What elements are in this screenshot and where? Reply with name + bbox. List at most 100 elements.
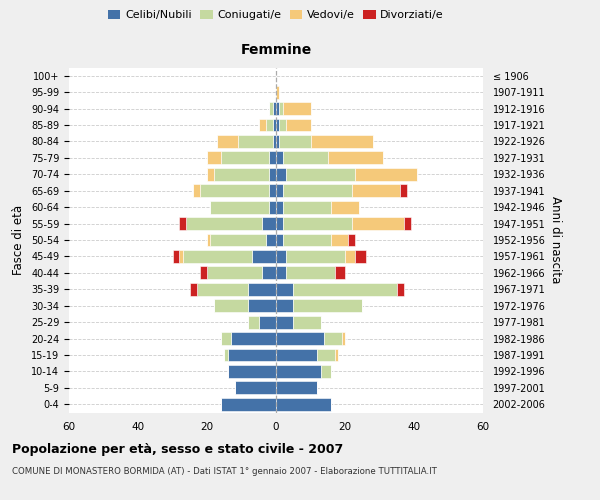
- Bar: [231, 332, 276, 345]
- Bar: [280, 135, 311, 148]
- Bar: [179, 217, 187, 230]
- Bar: [179, 250, 183, 263]
- Bar: [276, 168, 286, 180]
- Bar: [355, 250, 366, 263]
- Bar: [283, 217, 352, 230]
- Bar: [266, 118, 272, 132]
- Bar: [276, 118, 280, 132]
- Bar: [221, 152, 269, 164]
- Bar: [276, 102, 280, 115]
- Bar: [328, 152, 383, 164]
- Bar: [193, 184, 200, 197]
- Bar: [276, 300, 293, 312]
- Bar: [217, 135, 238, 148]
- Bar: [286, 168, 355, 180]
- Bar: [173, 250, 179, 263]
- Y-axis label: Fasce di età: Fasce di età: [13, 205, 25, 275]
- Bar: [272, 118, 276, 132]
- Bar: [276, 135, 280, 148]
- Bar: [352, 217, 404, 230]
- Bar: [207, 152, 221, 164]
- Bar: [352, 184, 400, 197]
- Bar: [259, 118, 266, 132]
- Legend: Celibi/Nubili, Coniugati/e, Vedovi/e, Divorziati/e: Celibi/Nubili, Coniugati/e, Vedovi/e, Di…: [104, 6, 448, 25]
- Bar: [404, 217, 410, 230]
- Bar: [259, 316, 276, 328]
- Bar: [266, 234, 276, 246]
- Bar: [283, 234, 331, 246]
- Bar: [355, 168, 418, 180]
- Bar: [187, 217, 262, 230]
- Bar: [311, 135, 373, 148]
- Bar: [283, 152, 328, 164]
- Bar: [276, 316, 293, 328]
- Bar: [276, 332, 325, 345]
- Bar: [276, 365, 321, 378]
- Bar: [272, 135, 276, 148]
- Bar: [283, 102, 311, 115]
- Bar: [276, 200, 283, 213]
- Bar: [283, 200, 331, 213]
- Bar: [317, 348, 335, 362]
- Bar: [276, 348, 317, 362]
- Bar: [280, 118, 286, 132]
- Bar: [397, 283, 404, 296]
- Bar: [214, 300, 248, 312]
- Bar: [276, 217, 283, 230]
- Text: Femmine: Femmine: [241, 43, 311, 57]
- Bar: [248, 283, 276, 296]
- Bar: [335, 266, 345, 280]
- Bar: [280, 102, 283, 115]
- Bar: [286, 266, 335, 280]
- Bar: [183, 250, 252, 263]
- Bar: [207, 168, 214, 180]
- Bar: [276, 86, 280, 98]
- Bar: [235, 382, 276, 394]
- Bar: [269, 200, 276, 213]
- Bar: [221, 398, 276, 410]
- Bar: [341, 332, 345, 345]
- Bar: [349, 234, 355, 246]
- Bar: [269, 168, 276, 180]
- Bar: [276, 382, 317, 394]
- Bar: [200, 266, 207, 280]
- Bar: [214, 168, 269, 180]
- Bar: [248, 316, 259, 328]
- Bar: [269, 102, 272, 115]
- Bar: [335, 348, 338, 362]
- Bar: [211, 200, 269, 213]
- Bar: [224, 348, 228, 362]
- Bar: [248, 300, 276, 312]
- Bar: [293, 316, 321, 328]
- Bar: [207, 234, 211, 246]
- Bar: [331, 200, 359, 213]
- Bar: [269, 184, 276, 197]
- Bar: [221, 332, 231, 345]
- Bar: [207, 266, 262, 280]
- Bar: [272, 102, 276, 115]
- Bar: [190, 283, 197, 296]
- Bar: [276, 398, 331, 410]
- Bar: [276, 283, 293, 296]
- Bar: [197, 283, 248, 296]
- Bar: [262, 266, 276, 280]
- Text: COMUNE DI MONASTERO BORMIDA (AT) - Dati ISTAT 1° gennaio 2007 - Elaborazione TUT: COMUNE DI MONASTERO BORMIDA (AT) - Dati …: [12, 468, 437, 476]
- Bar: [286, 250, 345, 263]
- Bar: [286, 118, 311, 132]
- Bar: [276, 152, 283, 164]
- Bar: [400, 184, 407, 197]
- Bar: [345, 250, 355, 263]
- Bar: [293, 300, 362, 312]
- Bar: [325, 332, 341, 345]
- Bar: [262, 217, 276, 230]
- Bar: [283, 184, 352, 197]
- Bar: [200, 184, 269, 197]
- Bar: [269, 152, 276, 164]
- Bar: [321, 365, 331, 378]
- Bar: [276, 266, 286, 280]
- Text: Popolazione per età, sesso e stato civile - 2007: Popolazione per età, sesso e stato civil…: [12, 442, 343, 456]
- Y-axis label: Anni di nascita: Anni di nascita: [549, 196, 562, 284]
- Bar: [211, 234, 266, 246]
- Bar: [276, 234, 283, 246]
- Bar: [331, 234, 349, 246]
